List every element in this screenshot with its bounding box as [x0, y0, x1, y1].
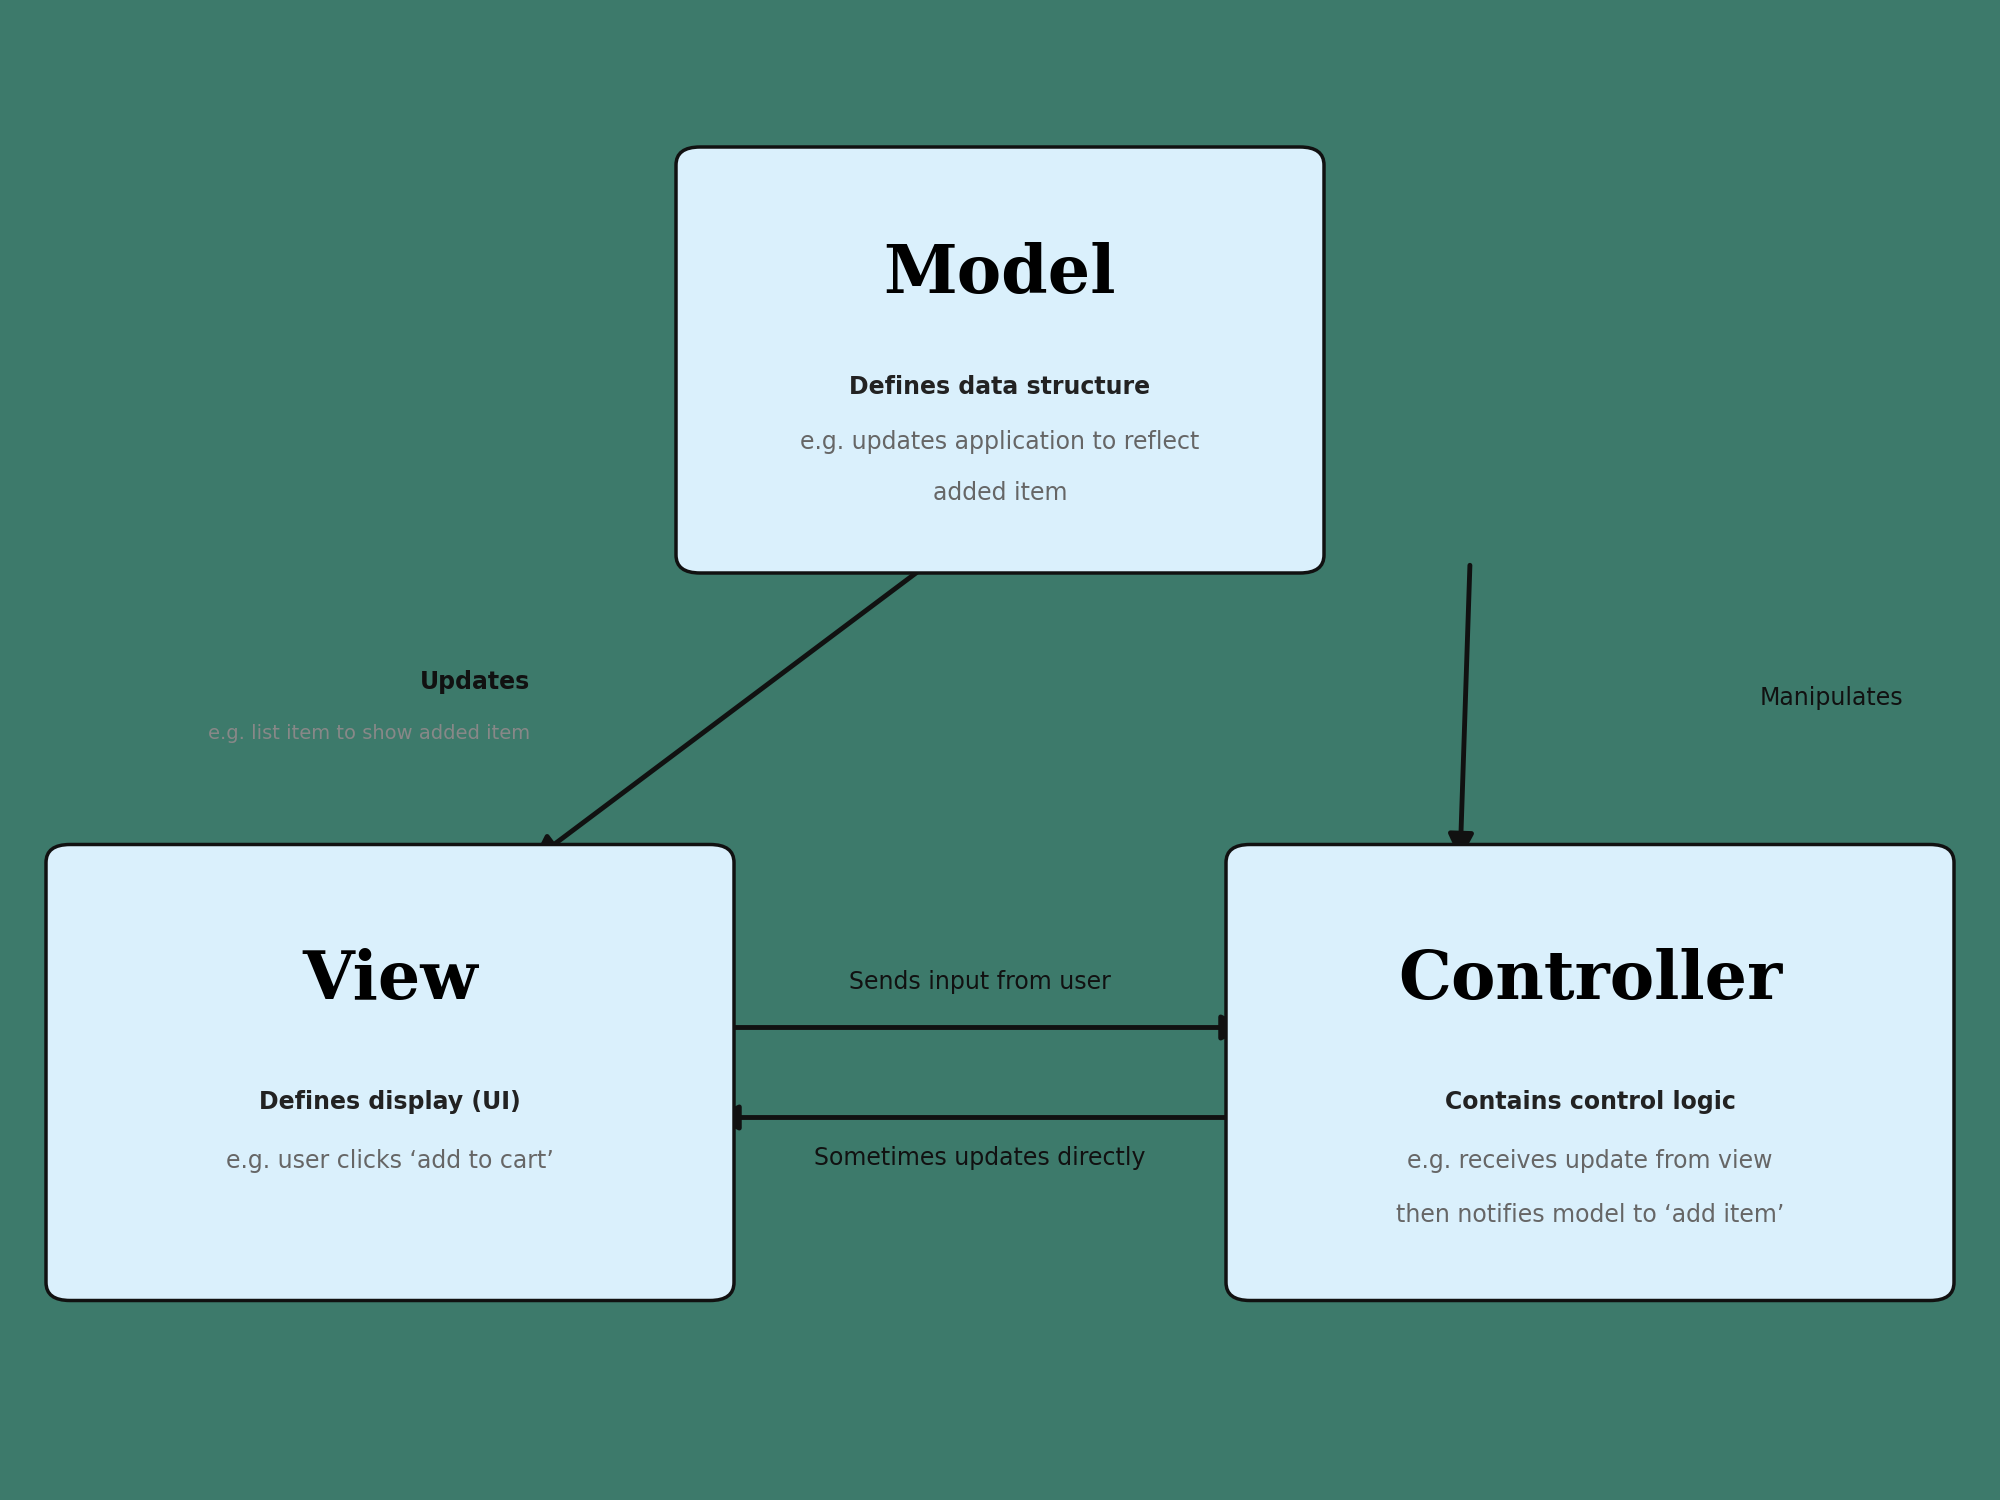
- Text: added item: added item: [932, 480, 1068, 504]
- Text: e.g. updates application to reflect: e.g. updates application to reflect: [800, 430, 1200, 454]
- Text: Defines display (UI): Defines display (UI): [260, 1090, 520, 1114]
- Text: Manipulates: Manipulates: [1760, 686, 1904, 709]
- Text: Contains control logic: Contains control logic: [1444, 1090, 1736, 1114]
- Text: Sends input from user: Sends input from user: [850, 970, 1110, 994]
- Text: Sometimes updates directly: Sometimes updates directly: [814, 1146, 1146, 1170]
- FancyBboxPatch shape: [46, 844, 734, 1300]
- Text: Model: Model: [884, 242, 1116, 306]
- FancyBboxPatch shape: [676, 147, 1324, 573]
- Text: Controller: Controller: [1398, 948, 1782, 1012]
- Text: e.g. list item to show added item: e.g. list item to show added item: [208, 724, 530, 742]
- Text: e.g. user clicks ‘add to cart’: e.g. user clicks ‘add to cart’: [226, 1149, 554, 1173]
- Text: e.g. receives update from view: e.g. receives update from view: [1408, 1149, 1772, 1173]
- Text: Updates: Updates: [420, 670, 530, 694]
- FancyBboxPatch shape: [1226, 844, 1954, 1300]
- Text: Defines data structure: Defines data structure: [850, 375, 1150, 399]
- Text: then notifies model to ‘add item’: then notifies model to ‘add item’: [1396, 1203, 1784, 1227]
- Text: View: View: [302, 948, 478, 1012]
